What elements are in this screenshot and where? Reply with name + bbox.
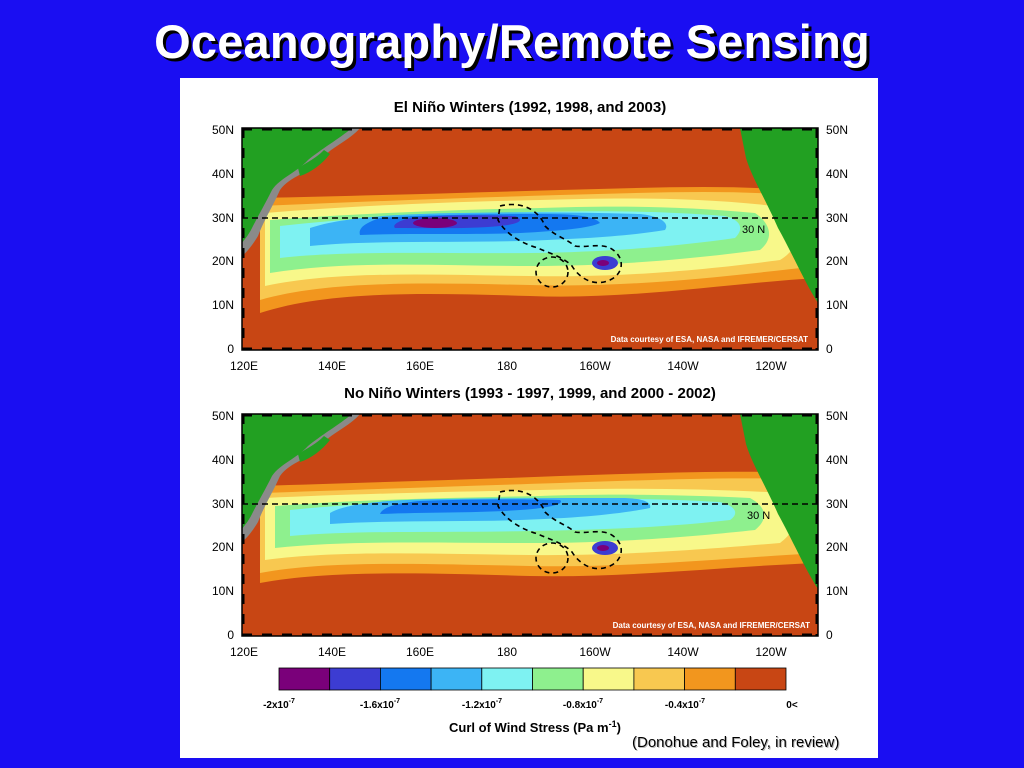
colorbar-cell <box>684 667 736 691</box>
svg-text:10N: 10N <box>212 584 234 598</box>
colorbar-cell <box>329 667 381 691</box>
svg-text:40N: 40N <box>212 167 234 181</box>
svg-text:10N: 10N <box>826 298 848 312</box>
colorbar-label: -0.8x10-7 <box>563 698 603 711</box>
map-frame-ticks <box>241 413 819 637</box>
panel-title: El Niño Winters (1992, 1998, and 2003) <box>394 99 666 116</box>
svg-text:160E: 160E <box>406 645 434 659</box>
svg-text:20N: 20N <box>212 254 234 268</box>
svg-text:160W: 160W <box>579 359 611 373</box>
map-no-nino: 30 N Data courtesy of ESA, NASA and IFRE… <box>242 414 818 636</box>
svg-text:40N: 40N <box>826 453 848 467</box>
colorbar-labels: -2x10-7 -1.6x10-7 -1.2x10-7 -0.8x10-7 -0… <box>263 698 798 711</box>
data-credit: Data courtesy of ESA, NASA and IFREMER/C… <box>613 621 810 630</box>
svg-text:20N: 20N <box>212 540 234 554</box>
figure: El Niño Winters (1992, 1998, and 2003) <box>180 78 878 758</box>
svg-text:40N: 40N <box>212 453 234 467</box>
svg-text:140W: 140W <box>667 359 699 373</box>
svg-text:120E: 120E <box>230 359 258 373</box>
svg-text:0: 0 <box>227 342 234 356</box>
svg-text:120W: 120W <box>755 359 787 373</box>
panel-no-nino: No Niño Winters (1993 - 1997, 1999, and … <box>212 385 848 659</box>
svg-text:50N: 50N <box>212 409 234 423</box>
svg-text:50N: 50N <box>826 123 848 137</box>
svg-text:30N: 30N <box>826 497 848 511</box>
colorbar-label: -0.4x10-7 <box>665 698 705 711</box>
svg-text:20N: 20N <box>826 254 848 268</box>
colorbar-cell <box>430 667 483 691</box>
colorbar-cell <box>734 667 787 691</box>
lon-labels: 120E 140E 160E 180 160W 140W 120W <box>230 359 787 373</box>
panel-title: No Niño Winters (1993 - 1997, 1999, and … <box>344 385 716 402</box>
svg-text:120E: 120E <box>230 645 258 659</box>
svg-text:180: 180 <box>497 359 517 373</box>
map-frame-ticks <box>241 127 819 351</box>
svg-text:120W: 120W <box>755 645 787 659</box>
lat-labels-right: 50N 40N 30N 20N 10N 0 <box>826 123 848 356</box>
colorbar-cell <box>582 667 635 691</box>
colorbar-cells <box>278 667 787 691</box>
colorbar-cell <box>633 667 685 691</box>
lat-labels-left: 50N 40N 30N 20N 10N 0 <box>212 409 234 642</box>
colorbar-cell <box>532 667 584 691</box>
svg-text:160E: 160E <box>406 359 434 373</box>
svg-text:30N: 30N <box>212 211 234 225</box>
colorbar-label: 0< <box>786 700 798 711</box>
colorbar-label: -1.2x10-7 <box>462 698 502 711</box>
svg-text:40N: 40N <box>826 167 848 181</box>
svg-text:10N: 10N <box>826 584 848 598</box>
svg-text:0: 0 <box>227 628 234 642</box>
svg-text:10N: 10N <box>212 298 234 312</box>
colorbar-title: Curl of Wind Stress (Pa m-1) <box>449 719 621 735</box>
colorbar: -2x10-7 -1.6x10-7 -1.2x10-7 -0.8x10-7 -0… <box>263 667 798 735</box>
svg-text:140E: 140E <box>318 359 346 373</box>
svg-text:30N: 30N <box>826 211 848 225</box>
colorbar-label: -2x10-7 <box>263 698 295 711</box>
colorbar-cell <box>278 667 331 691</box>
data-credit: Data courtesy of ESA, NASA and IFREMER/C… <box>611 335 808 344</box>
svg-text:180: 180 <box>497 645 517 659</box>
svg-text:0: 0 <box>826 628 833 642</box>
citation: (Donohue and Foley, in review) <box>632 734 840 751</box>
lat-labels-left: 50N 40N 30N 20N 10N 0 <box>212 123 234 356</box>
colorbar-cell <box>379 667 432 691</box>
map-el-nino: 30 N Data courtesy of ESA, NASA and IFRE… <box>242 128 818 350</box>
svg-text:140W: 140W <box>667 645 699 659</box>
svg-text:50N: 50N <box>212 123 234 137</box>
svg-text:160W: 160W <box>579 645 611 659</box>
lon-labels: 120E 140E 160E 180 160W 140W 120W <box>230 645 787 659</box>
svg-text:20N: 20N <box>826 540 848 554</box>
panel-el-nino: El Niño Winters (1992, 1998, and 2003) <box>212 99 848 373</box>
svg-text:50N: 50N <box>826 409 848 423</box>
svg-text:0: 0 <box>826 342 833 356</box>
svg-text:140E: 140E <box>318 645 346 659</box>
latitude-line-label: 30 N <box>747 510 770 522</box>
svg-text:30N: 30N <box>212 497 234 511</box>
colorbar-label: -1.6x10-7 <box>360 698 400 711</box>
colorbar-cell <box>481 667 533 691</box>
slide-title: Oceanography/Remote Sensing <box>154 15 870 68</box>
latitude-line-label: 30 N <box>742 224 765 236</box>
lat-labels-right: 50N 40N 30N 20N 10N 0 <box>826 409 848 642</box>
figure-svg: El Niño Winters (1992, 1998, and 2003) <box>212 99 848 735</box>
